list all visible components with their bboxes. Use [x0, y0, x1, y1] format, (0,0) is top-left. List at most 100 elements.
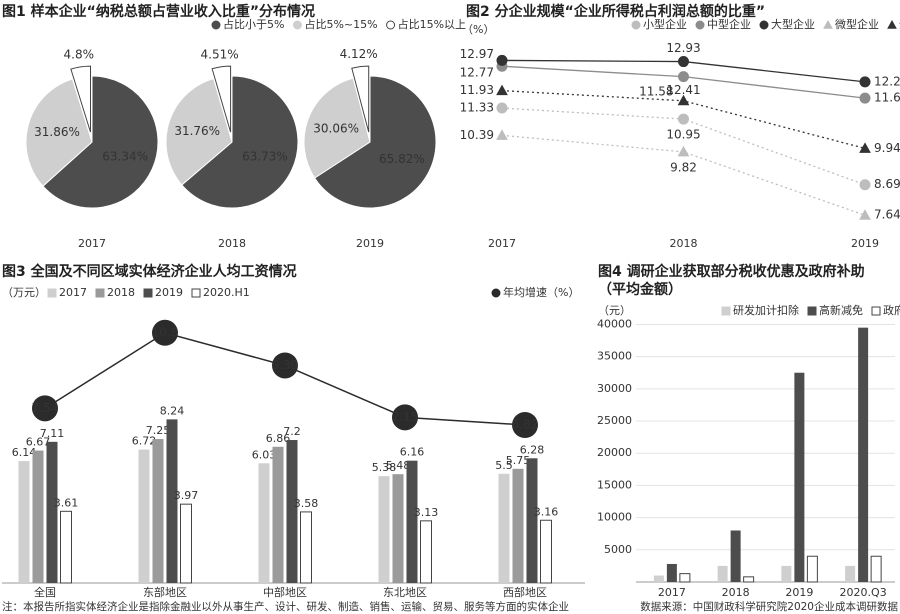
legend-label: 2019 [155, 286, 183, 299]
growth-point [392, 404, 418, 431]
bar-label: 7.2 [283, 425, 301, 438]
y-axis-label: （万元） [2, 286, 46, 299]
legend-label: 小型企业 [643, 17, 687, 31]
legend-marker [491, 288, 501, 298]
data-point [859, 209, 871, 220]
x-tick-label: 2020.Q3 [840, 586, 887, 599]
y-tick-label: 25000 [597, 414, 632, 427]
bar-label: 3.61 [54, 496, 79, 509]
slice-label: 4.51% [201, 47, 239, 61]
bar-label: 6.03 [252, 448, 277, 461]
pie-slice [211, 65, 232, 133]
bar [679, 573, 691, 583]
bar-label: 3.16 [534, 505, 559, 518]
data-point [496, 129, 508, 140]
legend-label: 2017 [59, 286, 87, 299]
data-label: 11.58 [639, 84, 673, 98]
data-point [859, 142, 871, 153]
slice-label: 30.06% [313, 121, 359, 135]
legend-marker [823, 19, 833, 29]
bar [300, 511, 312, 584]
chart-title: 图4 调研企业获取部分税收优惠及政府补助 [598, 263, 865, 280]
x-tick-label: 2017 [658, 586, 686, 599]
y-tick-label: 15000 [597, 478, 632, 491]
bar-label: 6.28 [520, 443, 545, 456]
footnote: 注：本报告所指实体经济企业是指除金融业以外从事生产、设计、研发、制造、销售、运输… [2, 600, 569, 613]
bar [540, 519, 552, 584]
legend-marker [143, 288, 153, 298]
bar [272, 446, 284, 583]
x-tick-label: 东北地区 [383, 586, 427, 599]
x-tick-label: 东部地区 [143, 585, 187, 599]
slice-label: 31.86% [34, 125, 80, 139]
data-label: 11.33 [460, 101, 494, 115]
data-point [859, 92, 871, 104]
legend-label: 2018 [107, 286, 135, 299]
bar [32, 450, 44, 583]
pie-year-label: 2019 [356, 237, 384, 250]
legend-label: 高新减免 [819, 303, 863, 317]
bar [806, 555, 818, 583]
slice-label: 65.82% [379, 152, 425, 166]
slice-label: 63.73% [242, 150, 288, 164]
growth-line [44, 331, 526, 426]
pie-slice [165, 78, 233, 186]
data-label: 9.94 [874, 141, 900, 155]
slice-label: 63.34% [102, 149, 148, 163]
chart-subtitle: （平均金额） [598, 281, 682, 298]
data-label: 11.93 [460, 83, 494, 97]
series-line [501, 134, 866, 216]
legend-marker [721, 306, 731, 316]
legend-marker [631, 20, 641, 30]
y-axis-label: （%） [462, 23, 494, 36]
data-label: 12.77 [460, 66, 494, 80]
growth-label: 10.8 [152, 325, 179, 339]
y-tick-label: 35000 [597, 350, 632, 363]
bar [870, 555, 882, 583]
x-tick-label: 中部地区 [263, 585, 307, 599]
legend-marker [807, 306, 817, 316]
bar-label: 8.24 [160, 404, 185, 417]
bar-label: 6.67 [26, 436, 51, 449]
bar [845, 565, 856, 582]
bar [286, 440, 298, 583]
bar-label: 6.14 [12, 446, 37, 459]
legend-marker [695, 20, 705, 30]
y-tick-label: 20000 [597, 446, 632, 459]
legend-marker [887, 19, 897, 29]
y-tick-label: 40000 [597, 317, 632, 330]
bar [378, 476, 390, 583]
bar-label: 5.75 [506, 454, 531, 467]
growth-point [272, 352, 298, 379]
source-note: 数据来源：中国财政科学研究院2020企业成本调研数据 [640, 600, 898, 613]
bar [46, 441, 58, 583]
bar-label: 7.25 [146, 424, 171, 437]
data-point [496, 54, 508, 66]
legend-marker [871, 306, 881, 316]
bar [498, 473, 510, 583]
growth-point [32, 395, 58, 422]
bar [717, 565, 728, 582]
legend-marker [95, 288, 105, 298]
data-point [677, 94, 690, 106]
data-point [678, 71, 689, 83]
pie-slice [313, 75, 437, 209]
bar [512, 468, 524, 583]
pie-year-label: 2018 [218, 237, 246, 250]
data-label: 11.67 [874, 91, 900, 105]
bar [730, 530, 741, 582]
bar-label: 6.72 [132, 435, 157, 448]
bar [858, 327, 869, 582]
pie-slice [181, 75, 299, 209]
legend-label: 政府补贴 [883, 303, 900, 317]
bar [258, 463, 270, 583]
growth-label: 7.54 [32, 401, 59, 415]
legend-label: 2020.H1 [203, 286, 250, 299]
data-label: 8.69 [874, 177, 900, 191]
bar-label: 5.48 [386, 459, 411, 472]
data-point [496, 102, 508, 114]
data-point [678, 113, 689, 125]
data-label: 12.93 [666, 41, 700, 55]
chart-title: 图1 样本企业“纳税总额占营业收入比重”分布情况 [2, 3, 315, 20]
